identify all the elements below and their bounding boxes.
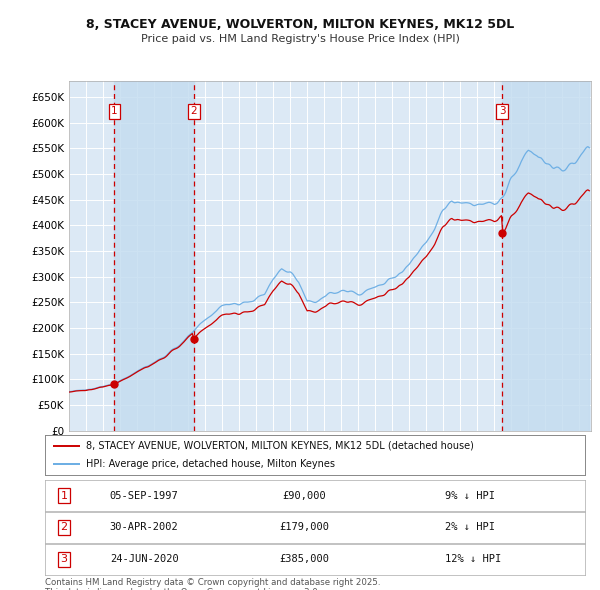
Text: 2: 2 xyxy=(190,106,197,116)
Text: 24-JUN-2020: 24-JUN-2020 xyxy=(110,555,179,564)
Text: 3: 3 xyxy=(499,106,506,116)
Text: 9% ↓ HPI: 9% ↓ HPI xyxy=(445,491,494,500)
Text: HPI: Average price, detached house, Milton Keynes: HPI: Average price, detached house, Milt… xyxy=(86,459,335,469)
Text: 1: 1 xyxy=(111,106,118,116)
Text: Contains HM Land Registry data © Crown copyright and database right 2025.
This d: Contains HM Land Registry data © Crown c… xyxy=(45,578,380,590)
Text: 12% ↓ HPI: 12% ↓ HPI xyxy=(445,555,501,564)
Text: £385,000: £385,000 xyxy=(279,555,329,564)
Text: 8, STACEY AVENUE, WOLVERTON, MILTON KEYNES, MK12 5DL: 8, STACEY AVENUE, WOLVERTON, MILTON KEYN… xyxy=(86,18,514,31)
Text: 3: 3 xyxy=(61,555,67,564)
Bar xyxy=(115,81,194,431)
Text: 2: 2 xyxy=(61,523,67,532)
Text: 30-APR-2002: 30-APR-2002 xyxy=(110,523,179,532)
Text: 05-SEP-1997: 05-SEP-1997 xyxy=(110,491,179,500)
Bar xyxy=(502,81,589,431)
Text: 2% ↓ HPI: 2% ↓ HPI xyxy=(445,523,494,532)
Text: £90,000: £90,000 xyxy=(283,491,326,500)
Text: £179,000: £179,000 xyxy=(279,523,329,532)
Text: 8, STACEY AVENUE, WOLVERTON, MILTON KEYNES, MK12 5DL (detached house): 8, STACEY AVENUE, WOLVERTON, MILTON KEYN… xyxy=(86,441,473,451)
Text: 1: 1 xyxy=(61,491,67,500)
Text: Price paid vs. HM Land Registry's House Price Index (HPI): Price paid vs. HM Land Registry's House … xyxy=(140,34,460,44)
